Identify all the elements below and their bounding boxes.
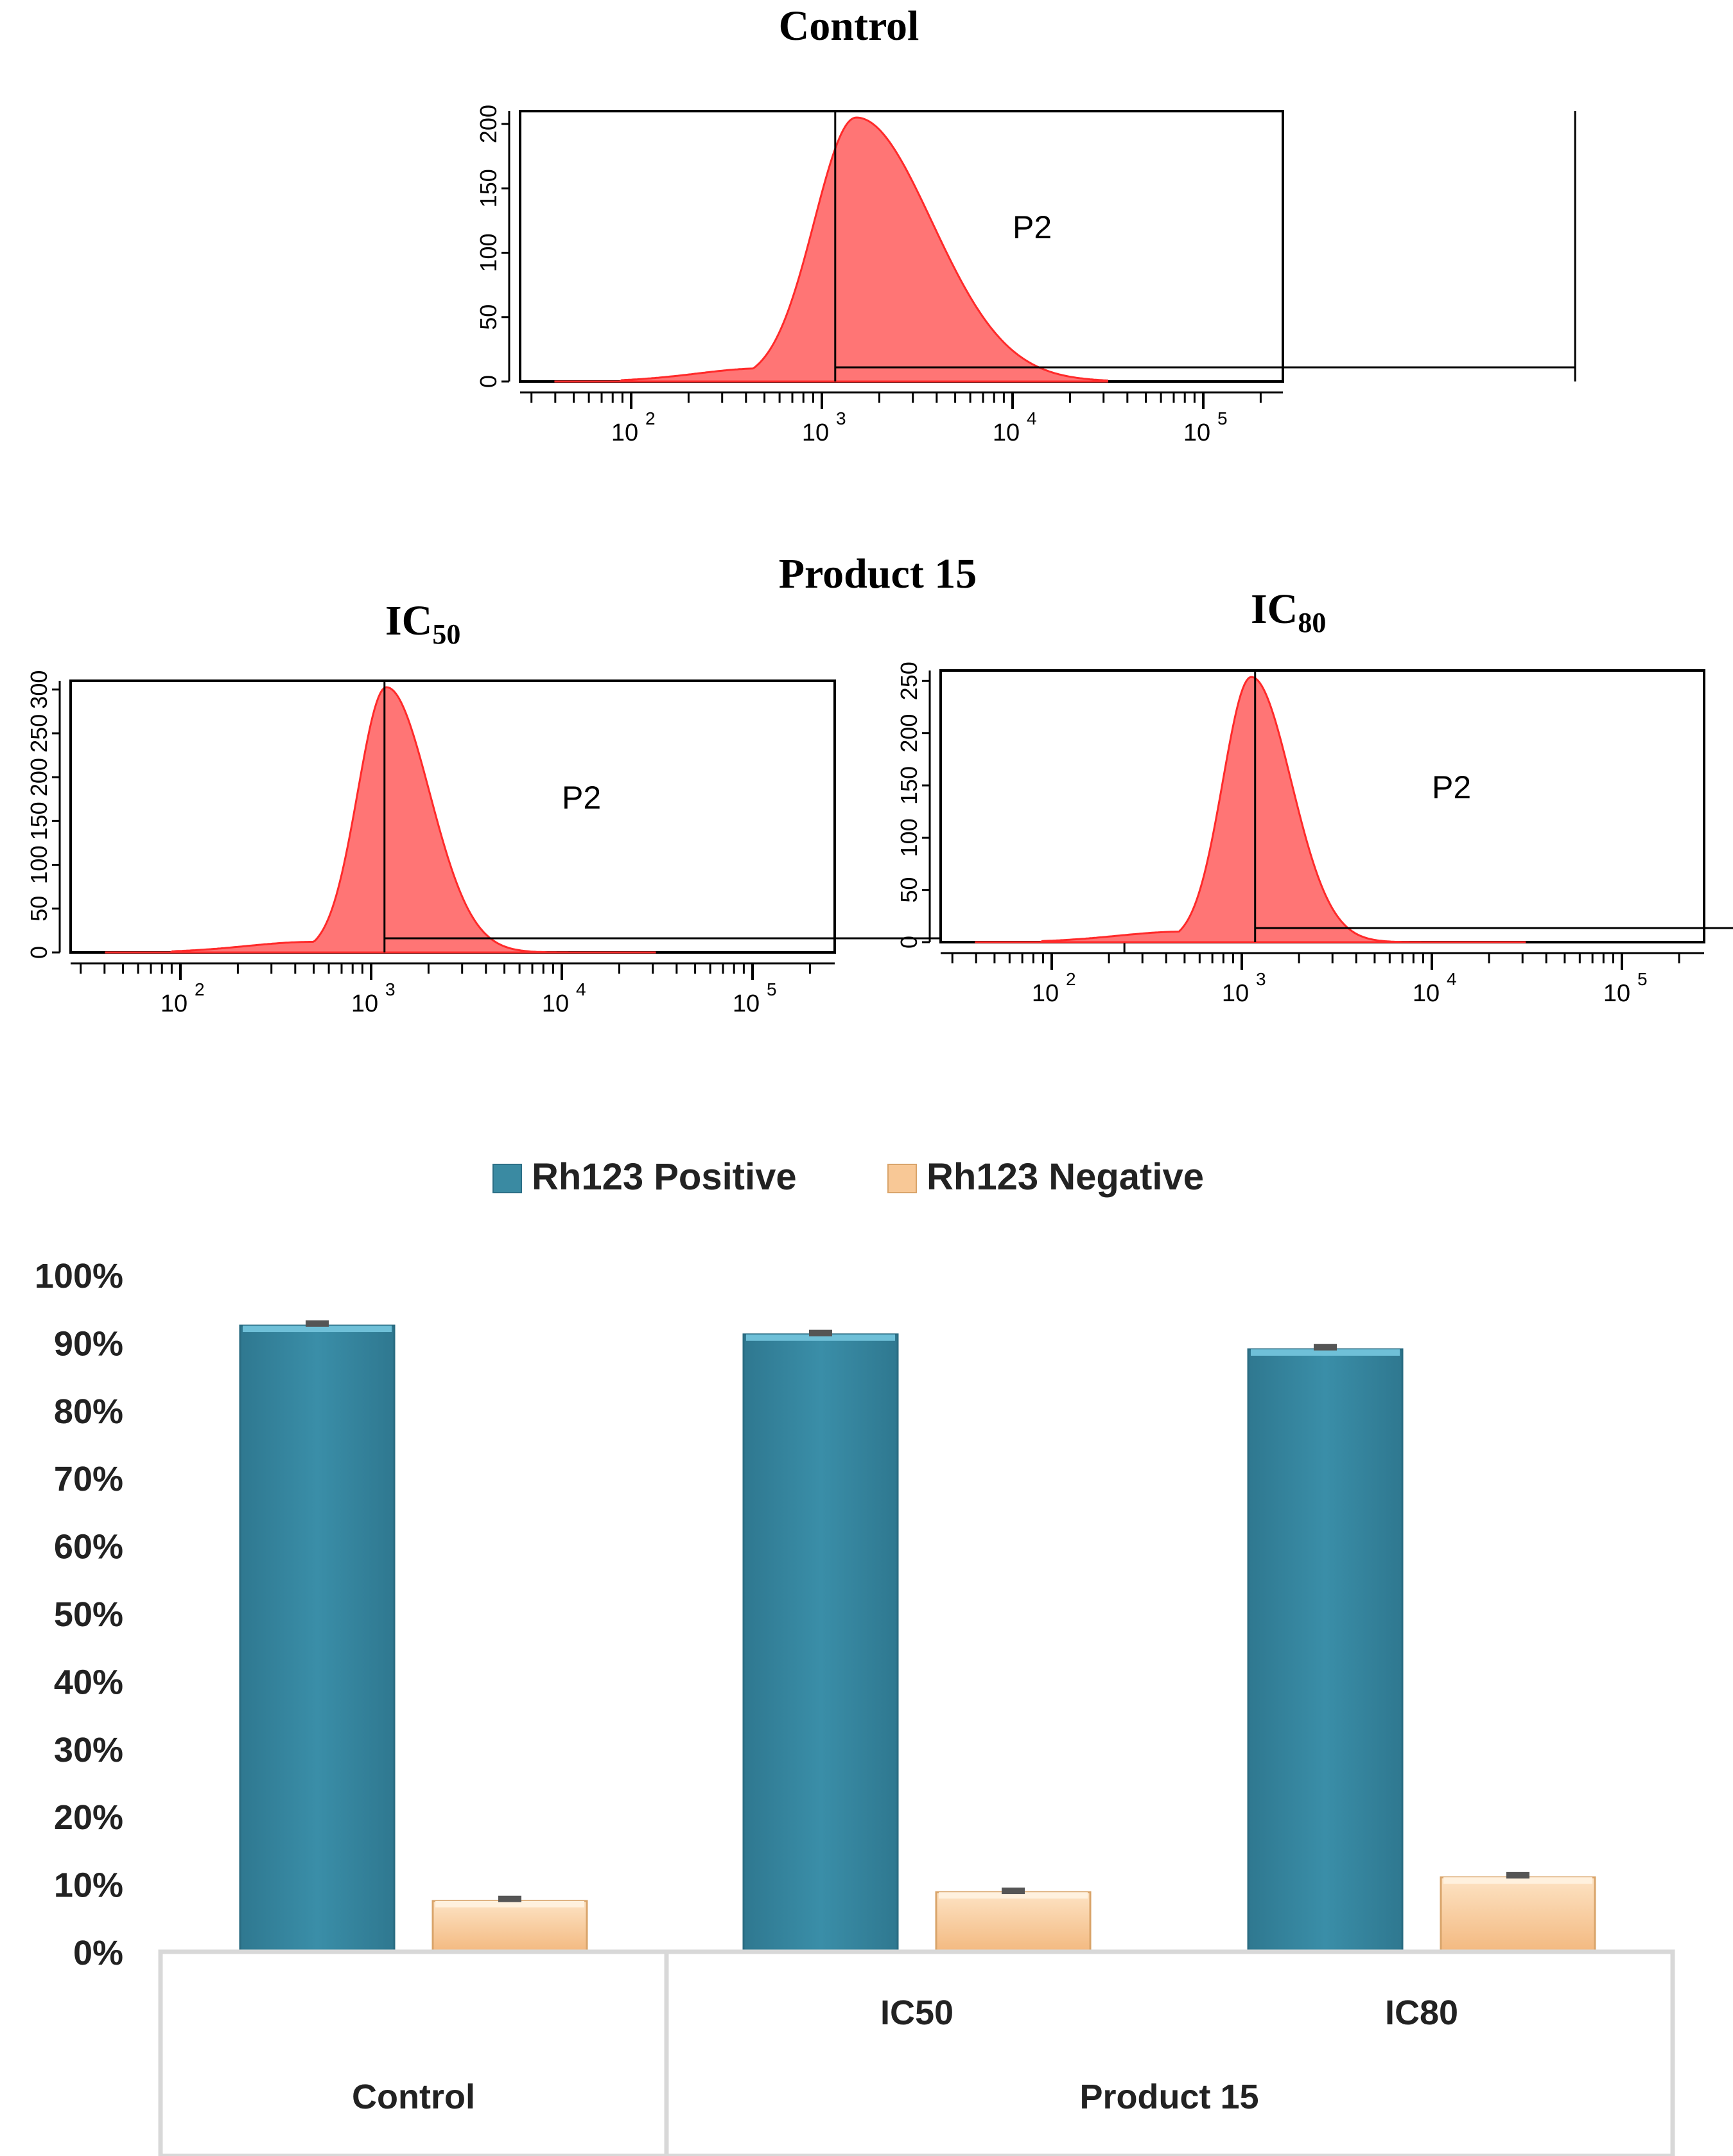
chart-legend: Rh123 Positive Rh123 Negative: [492, 1156, 1204, 1198]
bar-highlight: [1251, 1349, 1400, 1356]
y-tick-label: 150: [26, 802, 52, 840]
legend-swatch-positive: [492, 1164, 522, 1193]
x-tick-label: 10: [993, 419, 1020, 446]
bar-highlight: [435, 1900, 584, 1907]
x-tick-exponent: 4: [1027, 408, 1037, 428]
product-group-title: Product 15: [779, 550, 977, 597]
error-bar: [498, 1895, 521, 1902]
error-bar: [1002, 1888, 1025, 1895]
bar-negative: [935, 1891, 1092, 1953]
control-title: Control: [779, 3, 919, 49]
y-tick-label: 70%: [54, 1460, 123, 1498]
x-tick-label: 10: [1183, 419, 1210, 446]
category-axis-table: IC50 IC80 Control Product 15: [158, 1949, 1675, 2156]
x-tick-exponent: 5: [767, 979, 777, 999]
y-tick-label: 50: [896, 877, 922, 903]
bar-highlight: [1443, 1877, 1592, 1884]
bar-positive: [239, 1324, 396, 1953]
error-bar: [809, 1329, 832, 1337]
legend-swatch-negative: [887, 1164, 917, 1193]
bar-negative: [1440, 1876, 1596, 1953]
histogram-panel-ic80: P2 0 50 100 150 200 250 10 2 10 3 10 4 10 5: [896, 662, 1733, 1007]
y-tick-label: 40%: [54, 1663, 123, 1701]
y-tick-label: 200: [26, 758, 52, 796]
x-tick-label: 10: [1603, 980, 1630, 1007]
x-tick-label: 10: [542, 990, 569, 1017]
y-tick-label: 50%: [54, 1595, 123, 1634]
y-tick-label: 50: [26, 896, 52, 922]
y-tick-label: 50: [475, 304, 501, 330]
group-label-product15: Product 15: [1079, 2078, 1258, 2116]
x-tick-exponent: 2: [195, 979, 205, 999]
bar-chart-bars: [239, 1320, 1596, 1953]
y-tick-label: 100%: [35, 1257, 123, 1295]
x-tick-exponent: 4: [1447, 969, 1457, 989]
y-tick-label: 0%: [73, 1934, 123, 1972]
bar-positive: [742, 1333, 899, 1953]
y-tick-label: 100: [896, 818, 922, 857]
y-tick-label: 0: [475, 375, 501, 388]
y-tick-label: 200: [896, 714, 922, 753]
x-tick-exponent: 2: [645, 408, 656, 428]
x-tick-label: 10: [161, 990, 187, 1017]
gate-label: P2: [1432, 769, 1471, 805]
category-label-ic80: IC80: [1385, 1994, 1458, 2032]
histogram-curve: [554, 116, 1109, 383]
x-tick-exponent: 3: [836, 408, 846, 428]
gate-label: P2: [562, 780, 601, 816]
ic50-title: IC50: [385, 597, 460, 650]
x-tick-label: 10: [733, 990, 760, 1017]
x-tick-exponent: 3: [385, 979, 396, 999]
x-tick-label: 10: [1222, 980, 1249, 1007]
y-tick-label: 250: [26, 714, 52, 753]
error-bar: [306, 1320, 329, 1327]
y-tick-label: 0: [26, 946, 52, 959]
y-tick-label: 0: [896, 936, 922, 949]
y-tick-label: 300: [26, 670, 52, 709]
y-tick-label: 150: [475, 169, 501, 207]
bar-highlight: [243, 1326, 392, 1333]
x-tick-exponent: 5: [1217, 408, 1228, 428]
bar-negative: [431, 1900, 588, 1953]
y-tick-label: 100: [475, 233, 501, 272]
ic80-title: IC80: [1251, 586, 1326, 638]
y-tick-label: 200: [475, 105, 501, 143]
category-table-frame: [158, 1949, 1675, 2156]
legend-label-negative: Rh123 Negative: [927, 1156, 1204, 1198]
y-tick-label: 80%: [54, 1392, 123, 1431]
x-tick-exponent: 2: [1066, 969, 1076, 989]
x-tick-label: 10: [1032, 980, 1059, 1007]
gate-label: P2: [1013, 209, 1052, 245]
x-tick-label: 10: [611, 419, 638, 446]
y-tick-label: 60%: [54, 1528, 123, 1566]
histogram-panel-control: P2 0 50 100 150 200 10 2 10 3 10 4 10 5: [475, 105, 1576, 446]
y-tick-label: 150: [896, 766, 922, 805]
histogram-curve: [105, 686, 656, 954]
bar-highlight: [939, 1892, 1088, 1899]
y-tick-label: 100: [26, 846, 52, 884]
group-label-control: Control: [352, 2078, 475, 2116]
error-bar: [1506, 1871, 1529, 1879]
x-tick-label: 10: [802, 419, 829, 446]
y-tick-label: 30%: [54, 1731, 123, 1769]
legend-label-positive: Rh123 Positive: [532, 1156, 797, 1198]
x-tick-label: 10: [351, 990, 378, 1017]
x-tick-label: 10: [1413, 980, 1440, 1007]
bar-positive: [1247, 1348, 1404, 1953]
y-tick-label: 90%: [54, 1324, 123, 1363]
y-tick-label: 20%: [54, 1798, 123, 1837]
bar-chart-y-axis: 0% 10% 20% 30% 40% 50% 60% 70% 80% 90% 100%: [35, 1257, 123, 1972]
error-bar: [1314, 1344, 1337, 1351]
bar-highlight: [746, 1334, 895, 1341]
x-tick-exponent: 4: [576, 979, 586, 999]
y-tick-label: 250: [896, 662, 922, 700]
y-tick-label: 10%: [54, 1866, 123, 1905]
category-label-ic50: IC50: [880, 1994, 954, 2032]
x-tick-exponent: 3: [1256, 969, 1266, 989]
x-tick-exponent: 5: [1637, 969, 1648, 989]
histogram-curve: [975, 676, 1526, 943]
